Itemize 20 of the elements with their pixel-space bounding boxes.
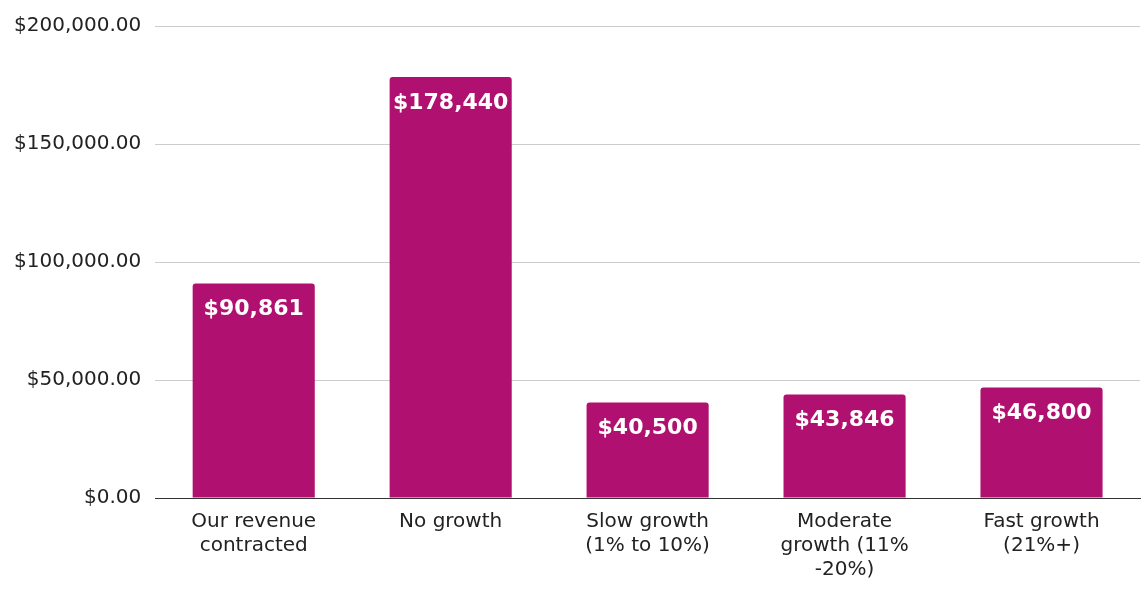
x-tick-label: Moderate growth (11% -20%) bbox=[780, 508, 909, 581]
x-tick-label: Fast growth (21%+) bbox=[983, 508, 1100, 557]
data-label: $40,500 bbox=[597, 414, 698, 440]
x-tick-label: Our revenue contracted bbox=[191, 508, 317, 557]
bar bbox=[783, 394, 906, 498]
data-label: $46,800 bbox=[991, 399, 1092, 425]
x-tick-label: Slow growth (1% to 10%) bbox=[585, 508, 710, 557]
bar bbox=[192, 283, 315, 498]
data-label: $178,440 bbox=[392, 88, 509, 114]
bar bbox=[980, 387, 1103, 498]
bar bbox=[389, 76, 512, 498]
data-label: $90,861 bbox=[203, 295, 304, 321]
y-tick-label: $100,000.00 bbox=[13, 248, 142, 273]
y-tick-label: $50,000.00 bbox=[26, 366, 142, 391]
x-tick-label: No growth bbox=[399, 508, 503, 533]
bar bbox=[586, 402, 709, 498]
y-tick-label: $0.00 bbox=[83, 484, 142, 509]
y-tick-label: $150,000.00 bbox=[13, 130, 142, 155]
y-tick-label: $200,000.00 bbox=[13, 12, 142, 37]
data-label: $43,846 bbox=[794, 406, 895, 432]
